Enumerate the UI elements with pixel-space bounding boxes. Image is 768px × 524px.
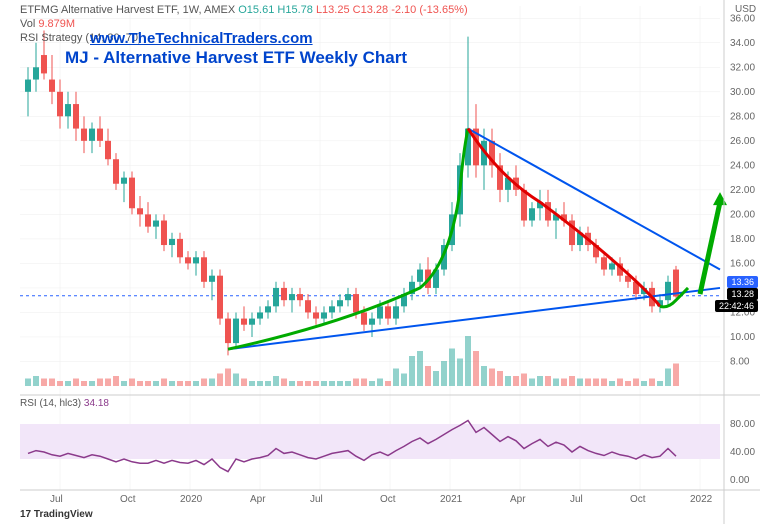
svg-text:18.00: 18.00 [730,234,755,245]
svg-text:8.00: 8.00 [730,356,750,367]
svg-text:Apr: Apr [250,494,266,505]
tv-icon: 17 [20,509,31,520]
ticker-line: ETFMG Alternative Harvest ETF, 1W, AMEX … [20,4,468,16]
svg-text:Oct: Oct [630,494,646,505]
price-badge-timer: 22:42:46 [715,300,758,312]
svg-text:0.00: 0.00 [730,475,750,486]
svg-text:80.00: 80.00 [730,419,755,430]
price-badge-blue: 13.36 [727,276,758,288]
svg-text:USD: USD [735,4,756,15]
svg-text:2022: 2022 [690,494,713,505]
volume-line: Vol 9.879M [20,18,75,30]
svg-text:Oct: Oct [380,494,396,505]
svg-text:20.00: 20.00 [730,209,755,220]
svg-text:Jul: Jul [50,494,63,505]
rsi-label: RSI (14, hlc3) 34.18 [20,398,109,409]
tradingview-logo[interactable]: 17 TradingView [20,509,93,520]
svg-text:40.00: 40.00 [730,447,755,458]
price-badge-black: 13.28 [727,288,758,300]
chart-container: 36.0034.0032.0030.0028.0026.0024.0022.00… [0,0,768,524]
svg-text:32.00: 32.00 [730,62,755,73]
svg-text:22.00: 22.00 [730,185,755,196]
chart-svg: 36.0034.0032.0030.0028.0026.0024.0022.00… [0,0,768,524]
svg-text:30.00: 30.00 [730,87,755,98]
svg-text:28.00: 28.00 [730,111,755,122]
svg-text:16.00: 16.00 [730,258,755,269]
chart-title: MJ - Alternative Harvest ETF Weekly Char… [65,48,407,68]
svg-text:Oct: Oct [120,494,136,505]
svg-text:2021: 2021 [440,494,463,505]
svg-text:Apr: Apr [510,494,526,505]
svg-text:24.00: 24.00 [730,160,755,171]
svg-text:10.00: 10.00 [730,332,755,343]
svg-text:Jul: Jul [570,494,583,505]
svg-text:34.00: 34.00 [730,38,755,49]
svg-text:2020: 2020 [180,494,203,505]
svg-text:Jul: Jul [310,494,323,505]
svg-text:26.00: 26.00 [730,136,755,147]
website-link[interactable]: www.TheTechnicalTraders.com [90,30,313,47]
